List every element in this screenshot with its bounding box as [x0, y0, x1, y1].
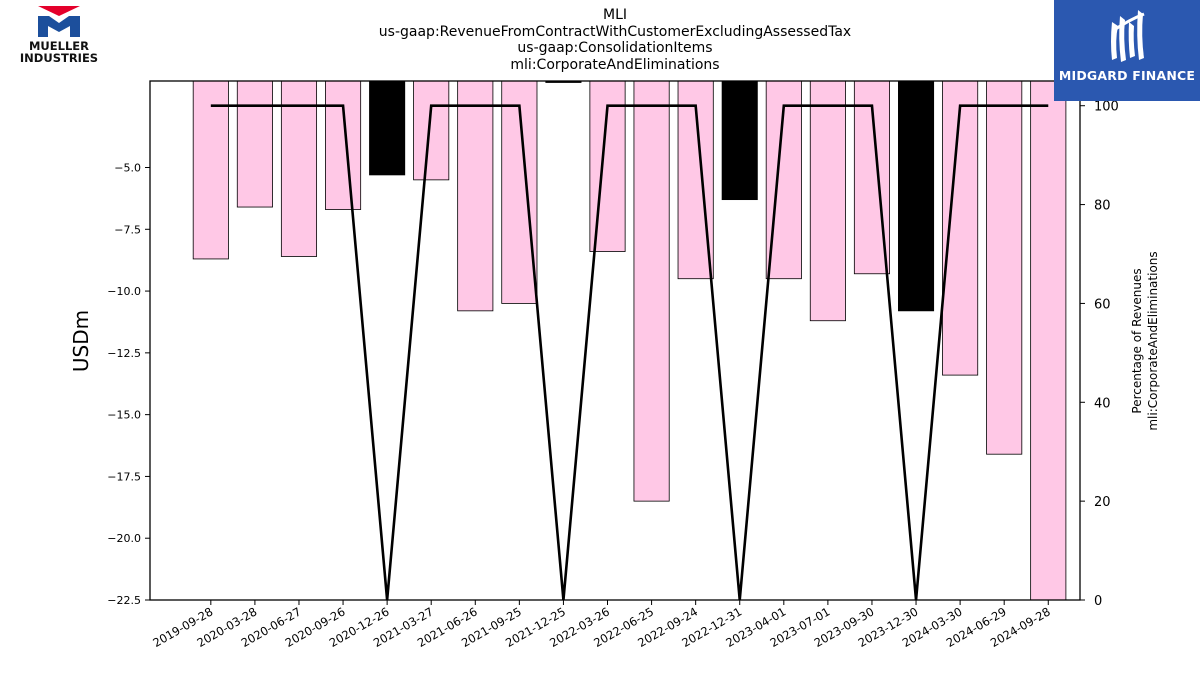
y2-tick-label: 80: [1094, 199, 1111, 214]
y2-tick-label: 100: [1094, 100, 1119, 115]
bar-2019-09-28: [192, 80, 229, 260]
bar-series: [192, 80, 1067, 601]
y-axis-label: USDm: [69, 310, 93, 372]
y2-tick-label: 40: [1094, 396, 1111, 411]
logo-left-line1: MUELLER: [28, 39, 89, 53]
bar-2020-12-26: [369, 80, 406, 176]
y-axis-ticks: −5.0 −7.5 −10.0 −12.5 −15.0 −17.5 −20.0 −22.5: [107, 162, 150, 607]
y-tick-label: −7.5: [114, 223, 141, 236]
y2-tick-label: 0: [1094, 594, 1102, 609]
bar-2021-06-26: [457, 80, 494, 312]
bar-2020-03-28: [236, 80, 273, 208]
logo-right-text: MIDGARD FINANCE: [1058, 68, 1196, 83]
y-tick-label: −10.0: [107, 285, 141, 298]
y2-axis-label-line2: mli:CorporateAndEliminations: [1146, 251, 1160, 430]
y-tick-label: −20.0: [107, 532, 141, 545]
bar-2020-09-26: [325, 80, 362, 210]
y2-tick-label: 60: [1094, 297, 1111, 312]
y2-axis-label-line1: Percentage of Revenues: [1130, 268, 1144, 413]
plot-frame: [149, 80, 1081, 601]
bar-2023-07-01: [809, 80, 846, 322]
y-tick-label: −12.5: [107, 347, 141, 360]
y2-axis-ticks: 0 20 40 60 80 100: [1080, 100, 1119, 609]
bar-2024-03-30: [942, 80, 979, 376]
bar-2020-06-27: [280, 80, 318, 257]
logo-left-line2: INDUSTRIES: [19, 51, 99, 65]
bar-2023-12-30: [898, 80, 935, 312]
bar-2022-12-31: [721, 80, 758, 201]
line-series-layer: [210, 104, 1049, 601]
y-tick-label: −22.5: [107, 594, 141, 607]
chart-title-line2: us-gaap:RevenueFromContractWithCustomerE…: [378, 23, 852, 40]
mueller-industries-logo: MUELLER INDUSTRIES: [18, 6, 100, 66]
bar-2024-09-28: [1030, 80, 1067, 601]
midgard-finance-logo: MIDGARD FINANCE: [1054, 0, 1200, 101]
x-axis-ticks: 2019-09-282020-03-282020-06-272020-09-26…: [150, 600, 1053, 650]
y-tick-label: −15.0: [107, 409, 141, 422]
mueller-m-logo-icon: [38, 6, 80, 37]
y-tick-label: −17.5: [107, 470, 141, 483]
bar-2024-06-29: [986, 80, 1023, 455]
chart-title-line3: us-gaap:ConsolidationItems: [517, 40, 713, 56]
y2-tick-label: 20: [1094, 495, 1111, 510]
bar-2022-06-25: [633, 80, 670, 502]
y-tick-label: −5.0: [114, 162, 141, 175]
chart-title-line1: MLI: [602, 7, 627, 23]
midgard-m-logo-icon: [1111, 10, 1145, 62]
percentage-line: [210, 104, 1049, 601]
bar-2021-03-27: [413, 80, 450, 181]
chart-title-line4: mli:CorporateAndEliminations: [510, 56, 720, 73]
